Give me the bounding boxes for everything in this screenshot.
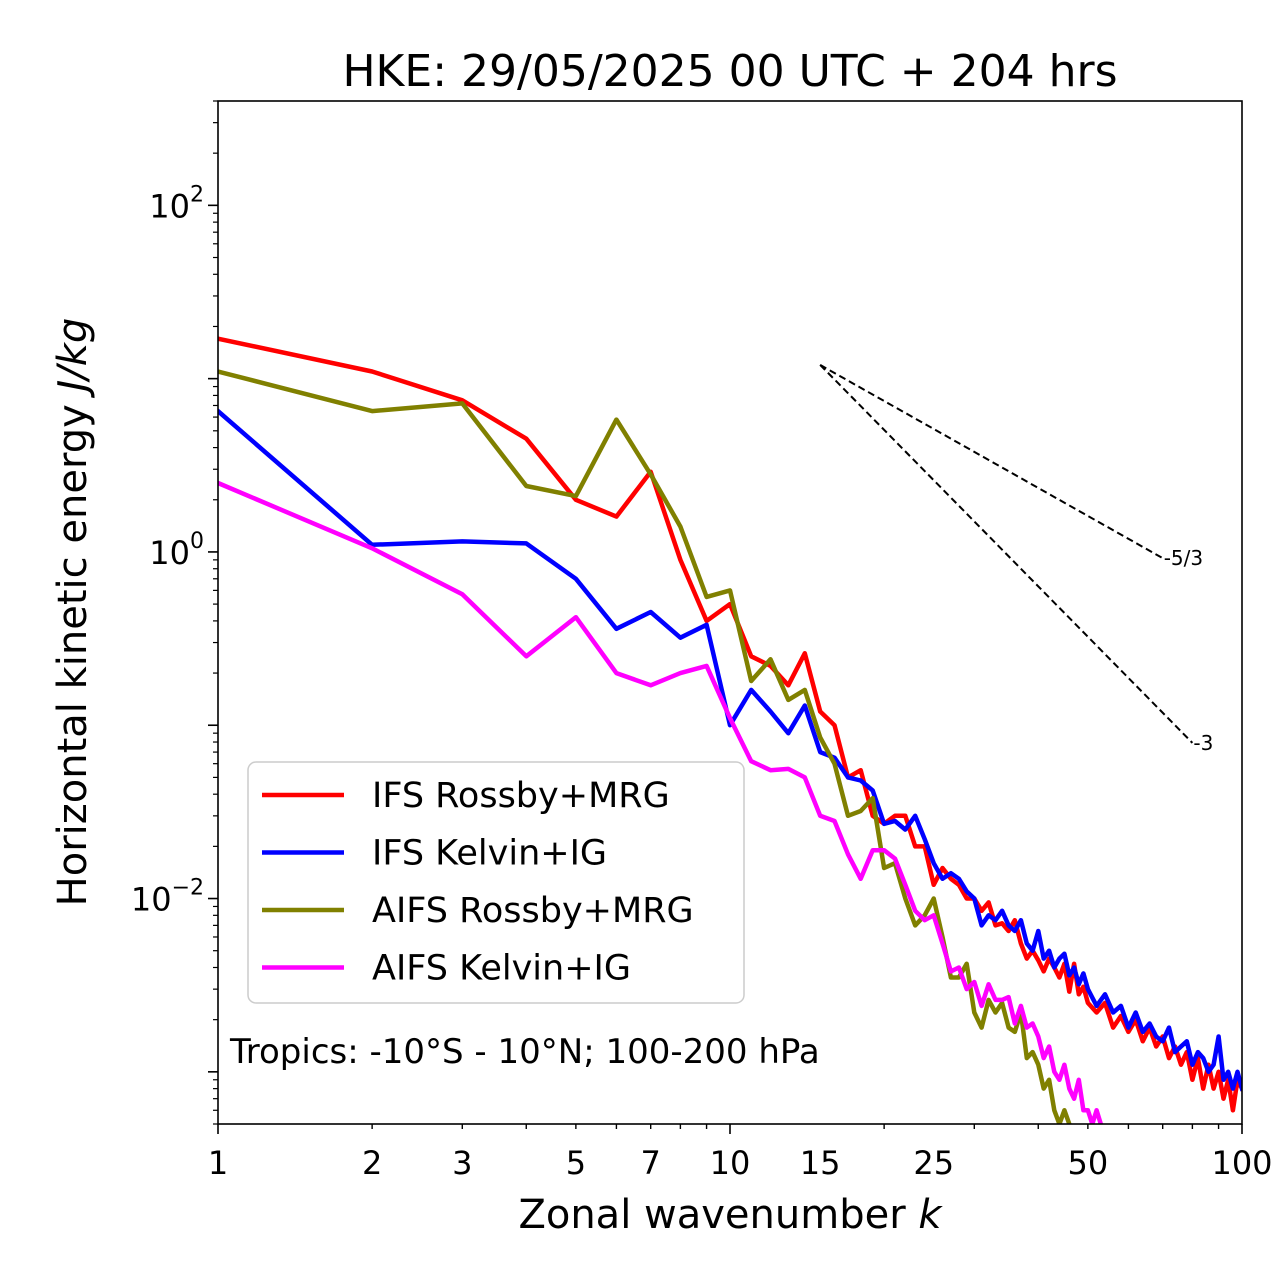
reference-line-label-2: -3 bbox=[1193, 731, 1213, 755]
chart-title: HKE: 29/05/2025 00 UTC + 204 hrs bbox=[342, 46, 1117, 97]
x-tick-label: 15 bbox=[800, 1144, 841, 1182]
series-layer bbox=[218, 336, 1242, 1124]
region-annotation: Tropics: -10°S - 10°N; 100-200 hPa bbox=[229, 1032, 820, 1072]
x-tick-label: 100 bbox=[1211, 1144, 1272, 1182]
reference-line-2 bbox=[819, 364, 1194, 744]
x-tick-label: 5 bbox=[566, 1144, 586, 1182]
legend-label-2: IFS Kelvin+IG bbox=[372, 834, 607, 874]
x-tick-label: 25 bbox=[913, 1144, 954, 1182]
legend-label-3: AIFS Rossby+MRG bbox=[372, 891, 694, 931]
y-tick-label: 100 bbox=[149, 529, 204, 572]
x-axis: 1 2 3 5 7 10 15 25 50 100 bbox=[208, 1124, 1273, 1182]
x-tick-label: 7 bbox=[641, 1144, 661, 1182]
x-tick-label: 10 bbox=[710, 1144, 751, 1182]
legend-label-4: AIFS Kelvin+IG bbox=[372, 949, 631, 989]
x-tick-label: 2 bbox=[362, 1144, 382, 1182]
legend-label-1: IFS Rossby+MRG bbox=[372, 776, 670, 816]
series-line-2 bbox=[218, 408, 1242, 1092]
x-tick-label: 3 bbox=[452, 1144, 472, 1182]
x-axis-label: Zonal wavenumber k bbox=[518, 1192, 943, 1238]
x-tick-label: 50 bbox=[1068, 1144, 1109, 1182]
y-axis-label: Horizontal kinetic energy J/kg bbox=[50, 318, 96, 907]
series-line-4 bbox=[218, 480, 1104, 1124]
series-line-1 bbox=[218, 336, 1242, 1113]
reference-lines: -5/3 -3 bbox=[819, 364, 1213, 755]
legend: IFS Rossby+MRG IFS Kelvin+IG AIFS Rossby+M… bbox=[247, 761, 745, 1004]
series-line-3 bbox=[218, 369, 1072, 1124]
y-tick-label: 10−2 bbox=[131, 876, 204, 919]
y-axis: 102 100 10−2 bbox=[131, 100, 218, 1125]
legend-frame bbox=[247, 761, 745, 1004]
reference-line-label-1: -5/3 bbox=[1164, 546, 1203, 570]
y-tick-label: 102 bbox=[149, 182, 204, 225]
x-tick-label: 1 bbox=[208, 1144, 228, 1182]
